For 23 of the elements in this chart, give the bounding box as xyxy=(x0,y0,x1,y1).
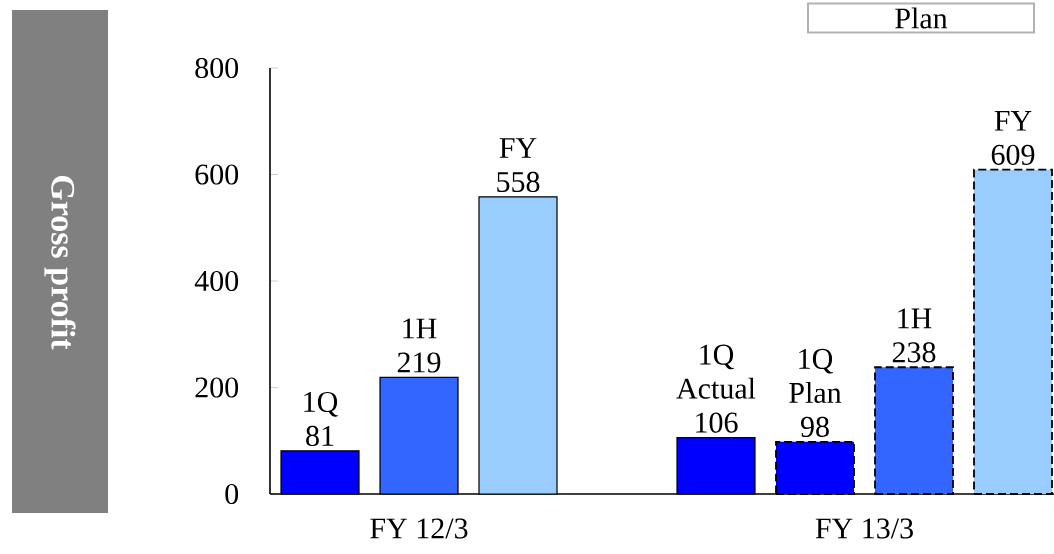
y-tick-label: 600 xyxy=(195,164,239,185)
data-label: 238 xyxy=(892,342,936,363)
x-tick-label: 1H xyxy=(898,308,932,329)
x-tick-label: 1H xyxy=(403,318,437,339)
y-tick-label: 800 xyxy=(195,57,239,79)
data-label: 219 xyxy=(397,352,441,373)
text: Plan xyxy=(895,7,948,29)
y-axis-title: Gross profit xyxy=(44,175,76,350)
x-tick-label: FY xyxy=(994,110,1032,131)
data-label: 98 xyxy=(800,416,829,437)
data-label: 106 xyxy=(696,412,738,433)
y-tick-label: 200 xyxy=(195,377,239,398)
data-label: 558 xyxy=(497,171,540,193)
text: FY 12/3 xyxy=(370,518,468,539)
y-tick-label: 0 xyxy=(225,483,239,505)
data-label: 81 xyxy=(306,425,334,447)
x-tick-label: 1Q Plan xyxy=(789,348,842,404)
x-tick-label: 1Q Actual xyxy=(676,344,756,399)
x-tick-label: 1Q xyxy=(304,391,338,417)
text: FY 13/3 xyxy=(815,518,913,539)
data-label: 609 xyxy=(991,144,1035,165)
x-tick-label: FY xyxy=(499,138,537,158)
y-tick-label: 400 xyxy=(194,270,239,292)
